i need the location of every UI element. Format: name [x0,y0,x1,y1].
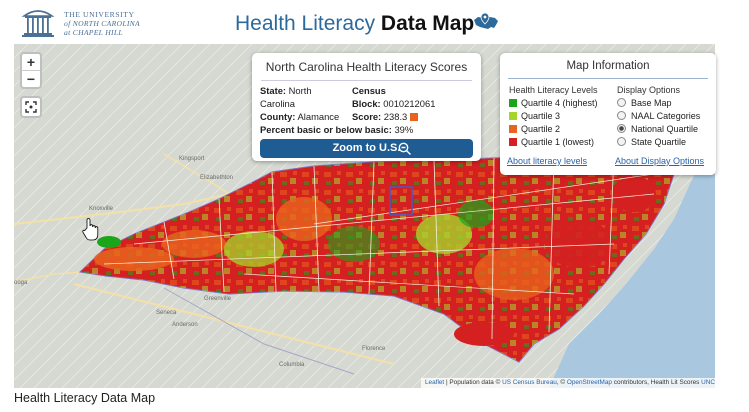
county-value: Alamance [297,111,340,122]
score-value: 238.3 [383,111,408,122]
county-label: County: [260,111,296,122]
census-bureau-link[interactable]: US Census Bureau [502,379,557,386]
legend-item-quartile-4: Quartile 4 (highest) [509,98,598,108]
state-value-line1: North [288,85,312,96]
score-color-swatch [410,113,419,121]
legend-item-quartile-2: Quartile 2 [509,124,560,134]
zoom-control: + − [20,52,42,89]
place-label-seneca: Seneca [156,310,177,316]
census-label: Census [352,85,386,96]
state-label: State: [260,85,287,96]
page-title: Health Literacy Data Map [235,12,474,36]
score-label: Score: [352,111,382,122]
place-label-florence: Florence [362,346,386,352]
display-options-heading: Display Options [617,85,681,95]
unc-link[interactable]: UNC [701,379,715,386]
place-label-anderson: Anderson [172,322,198,328]
place-label-elizabethton: Elizabethton [200,175,234,181]
legend-swatch [509,112,517,120]
state-value-line2: Carolina [260,98,295,109]
map-attribution: Leaflet | Population data © US Census Bu… [421,378,715,388]
openstreetmap-link[interactable]: OpenStreetMap [566,379,612,386]
fit-bounds-button[interactable] [20,96,42,118]
legend-item-quartile-3: Quartile 3 [509,111,560,121]
info-divider [508,78,708,79]
legend-label: Quartile 4 (highest) [521,98,598,108]
old-well-icon [21,10,55,37]
legend-item-quartile-1: Quartile 1 (lowest) [509,137,594,147]
figure-caption: Health Literacy Data Map [14,391,156,405]
levels-heading: Health Literacy Levels [509,85,598,95]
zoom-out-button[interactable]: − [22,70,40,87]
hand-cursor-icon [82,218,99,241]
about-literacy-levels-link[interactable]: About literacy levels [507,156,588,166]
legend-label: Quartile 2 [521,124,561,134]
attribution-text-2: , © [556,379,567,386]
legend-label: Quartile 1 (lowest) [521,137,595,147]
percent-label: Percent basic or below basic: [260,124,392,135]
legend-swatch [509,138,517,146]
page-title-regular: Health Literacy [235,12,381,35]
option-label: State Quartile [631,137,687,147]
unc-logo[interactable]: THE UNIVERSITY of NORTH CAROLINA at CHAP… [18,4,238,40]
legend-label: Quartile 3 [521,111,561,121]
option-naal-categories[interactable]: NAAL Categories [617,111,700,121]
block-value: 0010212061 [383,98,436,109]
radio-button[interactable] [617,137,626,146]
place-label-kingsport: Kingsport [179,156,205,162]
option-label: National Quartile [631,124,699,134]
place-label-columbia: Columbia [279,362,305,368]
site-header: THE UNIVERSITY of NORTH CAROLINA at CHAP… [0,0,749,44]
place-label-greenville: Greenville [204,296,232,302]
scores-panel: North Carolina Health Literacy Scores St… [252,53,481,161]
zoom-in-button[interactable]: + [26,54,36,70]
percent-value: 39% [394,124,414,135]
place-label-chattanooga: ooga [14,280,28,286]
block-label: Block: [352,98,381,109]
radio-button[interactable] [617,111,626,120]
unc-wordmark-line1: THE UNIVERSITY [64,10,135,19]
leaflet-link[interactable]: Leaflet [425,379,445,386]
attribution-text-1: | Population data © [444,379,503,386]
option-label: Base Map [631,98,672,108]
legend-swatch [509,99,517,107]
option-national-quartile[interactable]: National Quartile [617,124,698,134]
zoom-out-icon [398,142,411,155]
legend-swatch [509,125,517,133]
option-state-quartile[interactable]: State Quartile [617,137,686,147]
option-label: NAAL Categories [631,111,701,121]
place-label-knoxville: Knoxville [89,206,114,212]
about-display-options-link[interactable]: About Display Options [615,156,705,166]
zoom-to-us-label: Zoom to U.S. [332,142,401,154]
scores-panel-title: North Carolina Health Literacy Scores [265,60,468,74]
unc-wordmark-line2: of NORTH CAROLINA [64,19,140,28]
us-map-pin-icon [474,12,498,29]
page-title-bold: Data Map [380,12,475,35]
attribution-text-3: contributors, Health Lit Scores [611,379,702,386]
map-information-panel: Map Information Health Literacy Levels D… [500,53,716,175]
scores-divider [261,80,472,81]
unc-wordmark-line3: at CHAPEL HILL [64,28,123,37]
radio-button[interactable] [617,124,626,133]
option-base-map[interactable]: Base Map [617,98,672,108]
radio-button[interactable] [617,98,626,107]
fit-bounds-icon [25,101,37,113]
info-panel-title: Map Information [566,60,650,72]
zoom-to-us-button[interactable]: Zoom to U.S. [260,139,473,158]
